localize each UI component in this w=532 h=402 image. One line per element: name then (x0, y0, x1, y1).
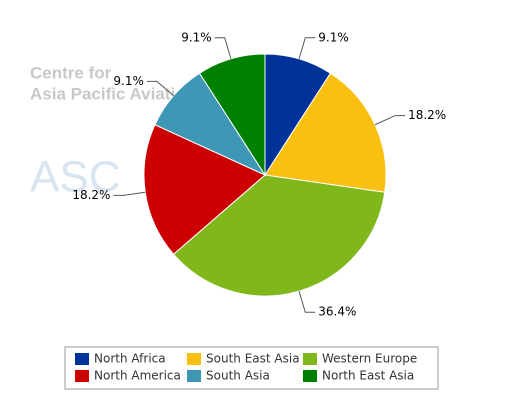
data-label: 18.2% (408, 108, 446, 122)
legend-swatch (303, 353, 317, 365)
pie-slice (143, 124, 266, 255)
legend-label: South East Asia (206, 352, 300, 366)
watermark: Asia Pacific Aviation (30, 84, 196, 103)
data-label: 36.4% (318, 305, 356, 319)
legend-label: North Africa (94, 352, 166, 366)
leader-line (113, 191, 146, 196)
legend-swatch (303, 370, 317, 382)
legend-swatch (75, 370, 89, 382)
legend-swatch (187, 370, 201, 382)
legend-box (64, 346, 439, 390)
leader-line (298, 37, 316, 60)
legend-label: North East Asia (322, 369, 414, 383)
legend-label: North America (94, 369, 181, 383)
leader-line (214, 37, 232, 60)
watermark: Centre for (30, 63, 112, 82)
leader-line (298, 290, 316, 313)
legend: North Africa South East Asia Western Europ… (75, 352, 417, 383)
data-label: 9.1% (318, 30, 349, 44)
watermark: ASC (30, 153, 120, 202)
legend-label: Western Europe (322, 352, 417, 366)
data-label: 9.1% (113, 74, 144, 88)
pie-slice (172, 174, 386, 297)
leader-line (146, 80, 174, 97)
data-label: 18.2% (72, 188, 110, 202)
legend-label: South Asia (206, 369, 270, 383)
data-label: 9.1% (181, 30, 212, 44)
legend-swatch (187, 353, 201, 365)
legend-swatch (75, 353, 89, 365)
leader-line (374, 115, 406, 126)
pie-slice (264, 72, 387, 193)
